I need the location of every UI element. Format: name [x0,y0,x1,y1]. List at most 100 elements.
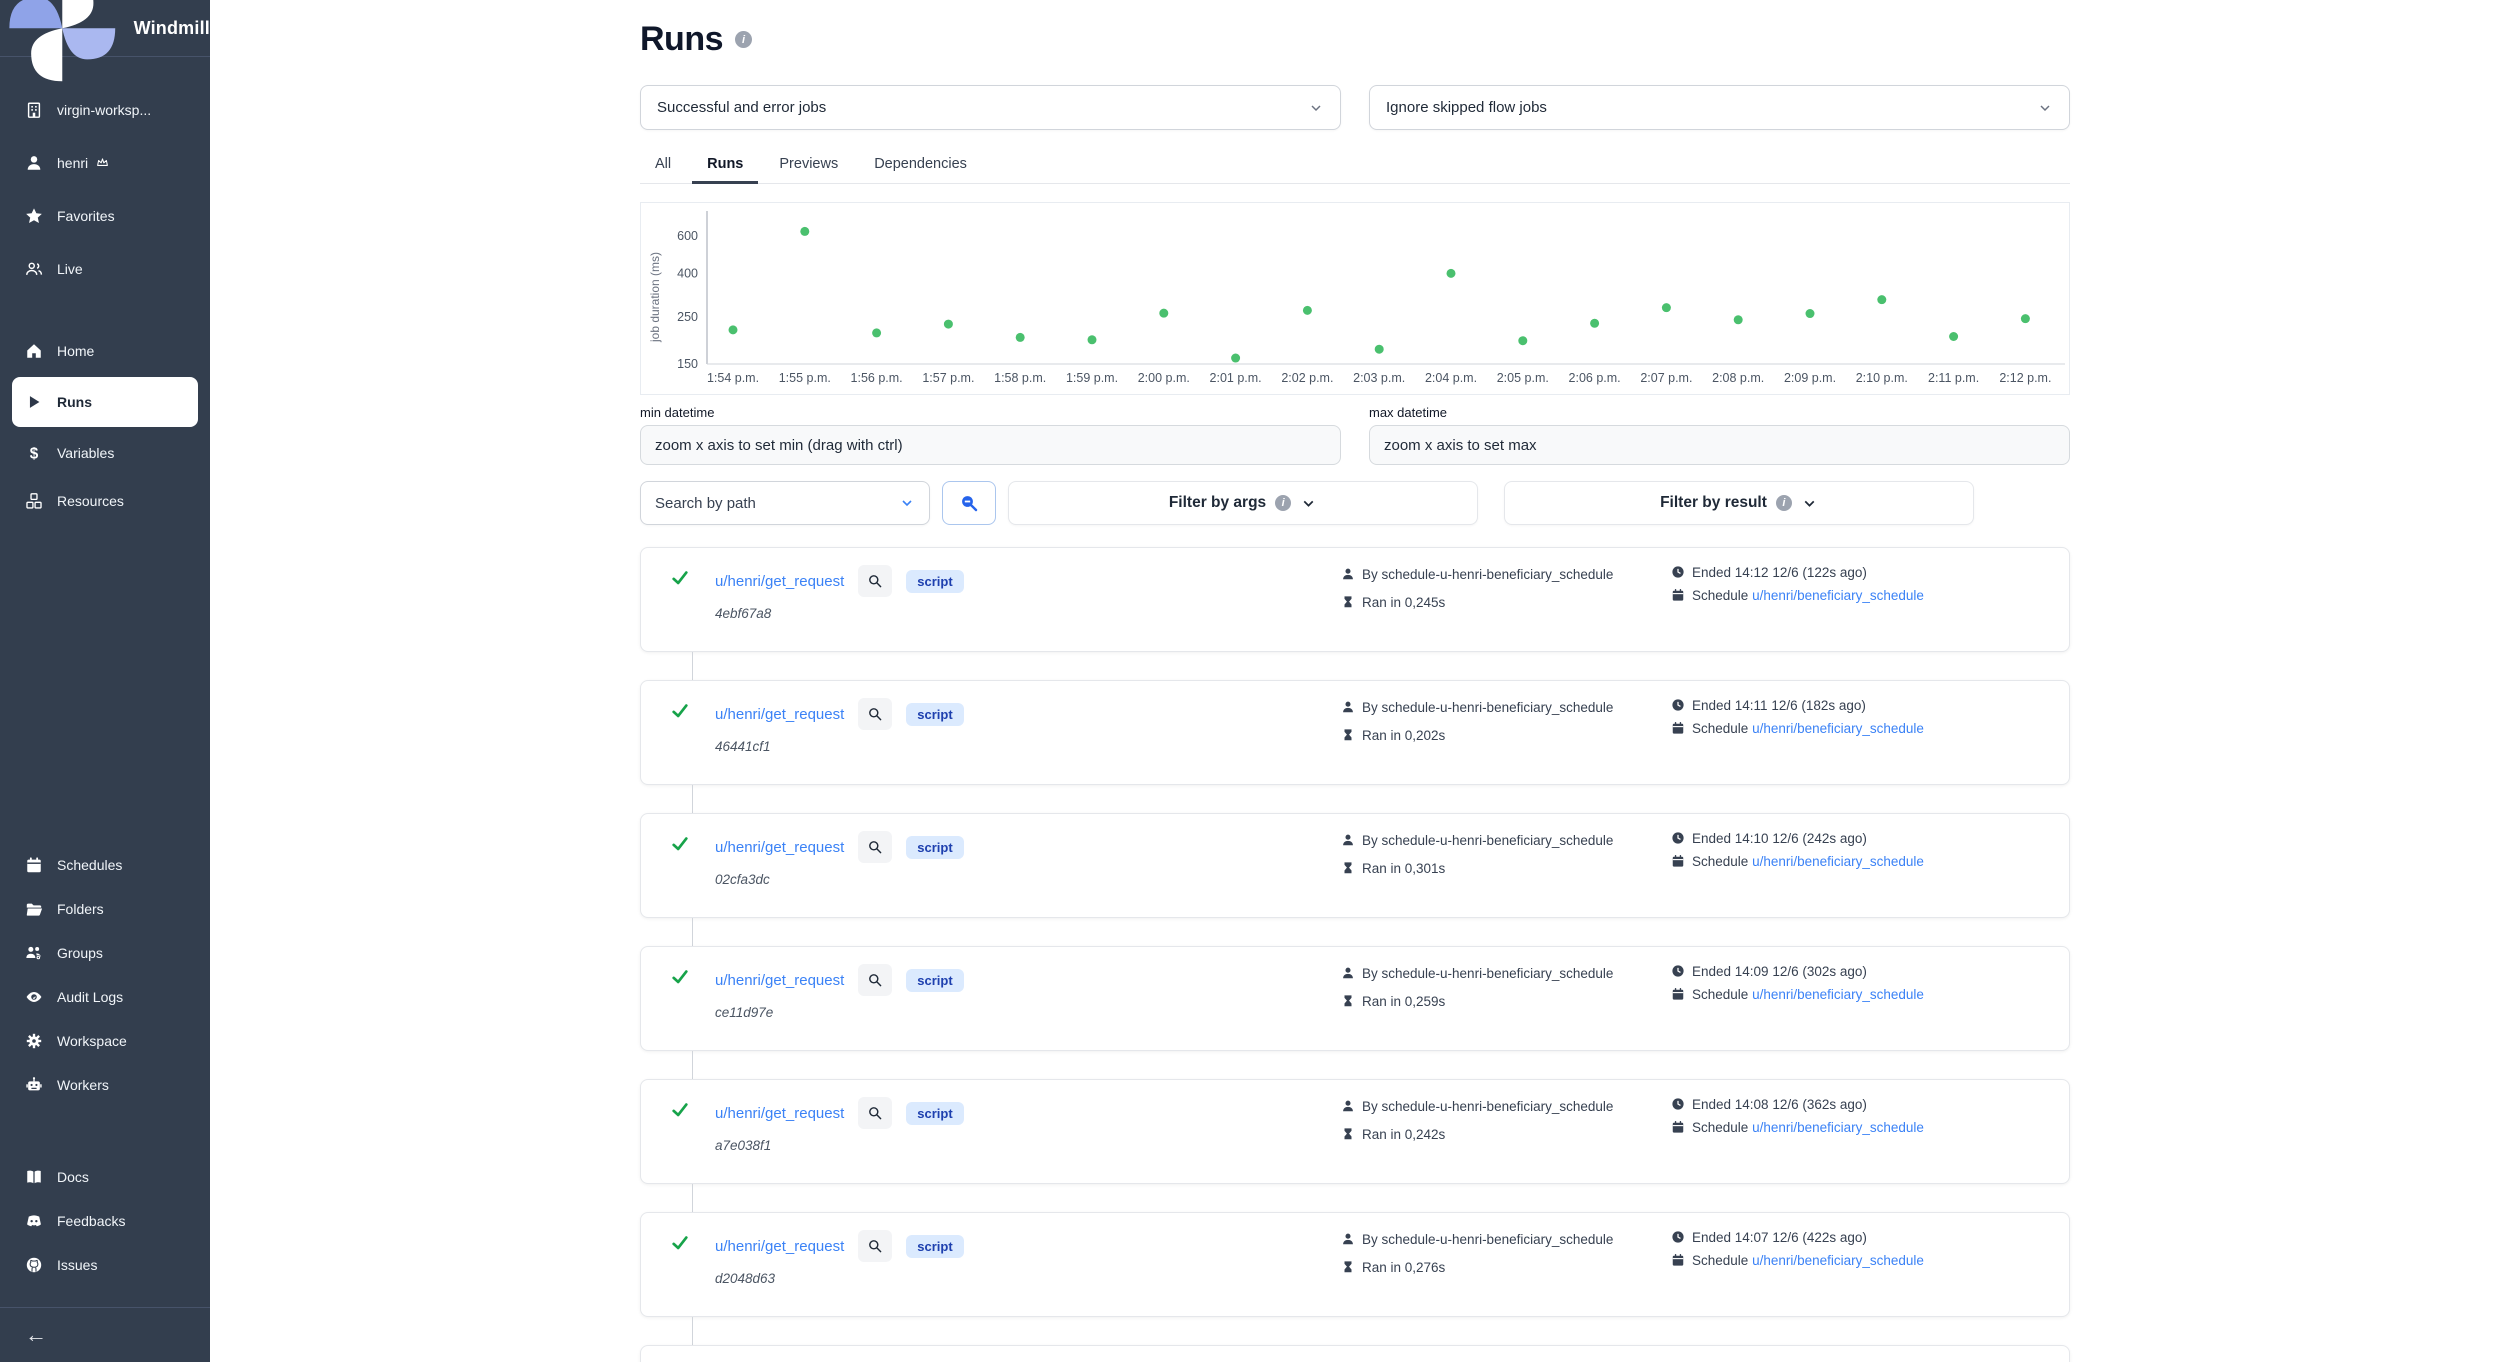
y-tick-label: 600 [677,229,698,243]
chevron-down-icon [1801,495,1818,512]
x-tick-label: 2:07 p.m. [1640,371,1692,385]
clock-icon [1671,964,1685,978]
run-card: u/henri/get_request script d2048d63 [640,1212,2070,1317]
sidebar-item-docs[interactable]: Docs [0,1155,210,1199]
calendar-icon [1671,987,1685,1001]
clock-icon [1671,1230,1685,1244]
sidebar-item-variables[interactable]: $ Variables [0,429,210,477]
clock-icon [1671,565,1685,579]
max-datetime-input[interactable] [1369,425,2070,465]
run-card: u/henri/get_request script [640,1345,2070,1362]
run-id: d2048d63 [715,1271,1341,1286]
runs-info-icon[interactable]: i [735,31,752,48]
schedule-link[interactable]: u/henri/beneficiary_schedule [1752,987,1924,1002]
job-status-select[interactable]: Successful and error jobs [640,85,1341,130]
run-path-link[interactable]: u/henri/get_request [715,1105,844,1122]
data-point [729,325,738,334]
svg-text:$: $ [30,445,39,462]
run-schedule: Schedule u/henri/beneficiary_schedule [1671,854,2045,869]
success-check-icon [671,835,689,853]
user-group-icon [25,944,43,962]
tab-runs[interactable]: Runs [692,146,758,184]
run-connector-line [692,918,693,946]
sidebar-item-groups[interactable]: Groups [0,931,210,975]
skipped-flows-select[interactable]: Ignore skipped flow jobs [1369,85,2070,130]
schedule-link[interactable]: u/henri/beneficiary_schedule [1752,1253,1924,1268]
run-connector-line [692,785,693,813]
x-tick-label: 2:01 p.m. [1210,371,1262,385]
discord-icon [25,1212,43,1230]
hourglass-icon [1341,728,1355,742]
search-by-path-value: Search by path [655,495,756,512]
run-path-link[interactable]: u/henri/get_request [715,839,844,856]
app-logo[interactable]: Windmill [0,0,210,57]
filter-by-result-button[interactable]: Filter by result i [1504,481,1974,525]
filter-by-result-label: Filter by result [1660,494,1767,512]
inspect-run-button[interactable] [858,565,892,597]
sidebar-item-schedules[interactable]: Schedules [0,843,210,887]
data-point [1016,333,1025,342]
data-point [1231,354,1240,363]
tab-dependencies[interactable]: Dependencies [859,146,982,184]
sidebar-item-issues[interactable]: Issues [0,1243,210,1287]
sidebar-item-user[interactable]: henri [0,136,210,189]
inspect-run-button[interactable] [858,831,892,863]
sidebar-item-workspace-settings[interactable]: Workspace [0,1019,210,1063]
data-point [1949,332,1958,341]
sidebar-item-home[interactable]: Home [0,327,210,375]
tab-all[interactable]: All [640,146,686,184]
sidebar-item-workspace-switcher[interactable]: virgin-worksp... [0,83,210,136]
run-card: u/henri/get_request script 46441cf1 [640,680,2070,785]
x-tick-label: 1:55 p.m. [779,371,831,385]
user-icon [1341,1099,1355,1113]
inspect-run-button[interactable] [858,964,892,996]
search-button[interactable] [942,481,996,525]
runs-kind-tabs: All Runs Previews Dependencies [640,146,2070,184]
data-point [2021,314,2030,323]
search-zoom-icon [958,492,980,514]
runs-duration-chart[interactable]: job duration (ms)6004002501501:54 p.m.1:… [640,202,2070,395]
sidebar-item-runs[interactable]: Runs [12,377,198,427]
schedule-link[interactable]: u/henri/beneficiary_schedule [1752,1120,1924,1135]
run-path-link[interactable]: u/henri/get_request [715,1238,844,1255]
run-ended-at: Ended 14:11 12/6 (182s ago) [1671,698,2045,713]
schedule-link[interactable]: u/henri/beneficiary_schedule [1752,721,1924,736]
run-path-link[interactable]: u/henri/get_request [715,972,844,989]
inspect-run-button[interactable] [858,1230,892,1262]
schedule-link[interactable]: u/henri/beneficiary_schedule [1752,854,1924,869]
magnifier-icon [867,1105,883,1121]
data-point [1877,295,1886,304]
sidebar-item-folders[interactable]: Folders [0,887,210,931]
result-info-icon[interactable]: i [1776,495,1792,511]
min-datetime-label: min datetime [640,405,1341,420]
run-path-link[interactable]: u/henri/get_request [715,573,844,590]
sidebar-item-live[interactable]: Live [0,242,210,295]
job-kind-badge: script [906,570,963,593]
sidebar-item-feedbacks[interactable]: Feedbacks [0,1199,210,1243]
robot-icon [25,1076,43,1094]
min-datetime-input[interactable] [640,425,1341,465]
run-connector-line [692,1051,693,1079]
search-by-path-select[interactable]: Search by path [640,481,930,525]
data-point [1806,309,1815,318]
inspect-run-button[interactable] [858,698,892,730]
schedule-link[interactable]: u/henri/beneficiary_schedule [1752,588,1924,603]
x-tick-label: 1:57 p.m. [922,371,974,385]
inspect-run-button[interactable] [858,1097,892,1129]
clock-icon [1671,698,1685,712]
data-point [1662,303,1671,312]
filter-by-args-button[interactable]: Filter by args i [1008,481,1478,525]
tab-previews[interactable]: Previews [764,146,853,184]
sidebar-item-workers[interactable]: Workers [0,1063,210,1107]
run-path-link[interactable]: u/henri/get_request [715,706,844,723]
sidebar-item-audit-logs[interactable]: Audit Logs [0,975,210,1019]
issues-label: Issues [57,1257,97,1273]
args-info-icon[interactable]: i [1275,495,1291,511]
app-logo-text: Windmill [134,18,210,39]
run-id: 4ebf67a8 [715,606,1341,621]
user-icon [1341,966,1355,980]
runs-label: Runs [57,394,92,410]
collapse-sidebar-button[interactable]: ← [0,1308,210,1362]
sidebar-item-resources[interactable]: Resources [0,477,210,525]
sidebar-item-favorites[interactable]: Favorites [0,189,210,242]
